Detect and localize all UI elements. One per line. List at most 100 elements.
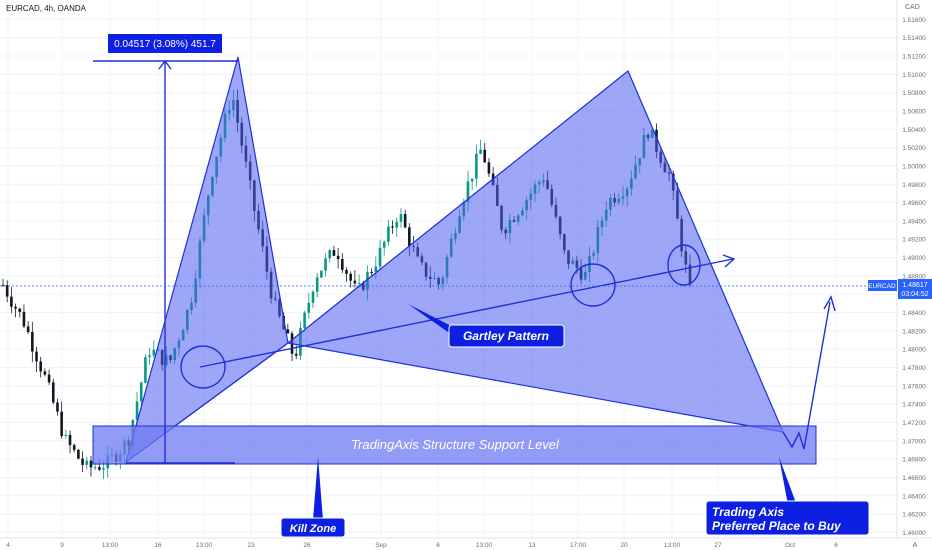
candle-body [56, 402, 59, 412]
candle-body [408, 227, 411, 247]
candle-body [152, 349, 156, 356]
candle-body [294, 353, 298, 356]
measure-label: 0.04517 (3.08%) 451.7 [114, 39, 216, 50]
price-tick-label: 1.50600 [902, 108, 926, 115]
price-scale[interactable]: 1.51600 1.51400 1.51200 1.51000 1.50800 1.506… [896, 0, 932, 538]
candle-body [307, 302, 311, 313]
candle-body [64, 434, 68, 436]
candle-body [328, 250, 332, 259]
price-tick-label: 1.47400 [902, 402, 926, 409]
time-label: 26 [303, 542, 311, 549]
time-axis[interactable]: 4 9 13:00 16 13:00 23 26 Sep 6 13:00 13 17:00 20 13:0… [0, 537, 932, 550]
candle-body [31, 332, 34, 352]
candle-body [470, 178, 474, 182]
candle-body [135, 401, 139, 420]
time-labels: 4 9 13:00 16 13:00 23 26 Sep 6 13:00 13 17:00 20 13:0… [6, 542, 838, 549]
kill-zone-pointer [313, 457, 323, 520]
candle-body [39, 361, 43, 372]
last-price-label: 1.48617 [902, 282, 927, 289]
support-label: TradingAxis Structure Support Level [351, 437, 560, 452]
measure-label-box [108, 34, 222, 53]
price-tick-label: 1.51400 [902, 35, 926, 42]
price-tick-label: 1.47800 [902, 365, 926, 372]
candle-body [466, 181, 470, 202]
buy-label-box [705, 500, 870, 536]
trend-arrow-icon [722, 254, 736, 268]
candle-body [475, 153, 478, 179]
candle-body [382, 241, 386, 248]
time-label: 6 [436, 542, 440, 549]
candle-body [22, 311, 26, 327]
price-tick-label: 1.49600 [902, 200, 926, 207]
candle-body [387, 226, 390, 242]
price-tick-label: 1.46600 [902, 475, 926, 482]
candle-body [303, 312, 306, 328]
candle-body [315, 277, 319, 292]
trend-line[interactable] [199, 258, 734, 368]
projected-path[interactable] [782, 301, 831, 450]
candle-body [1, 285, 5, 287]
time-label: 23 [247, 542, 255, 549]
price-tick-label: 1.50200 [902, 145, 926, 152]
candle-body [357, 283, 361, 285]
kill-zone-box [280, 517, 346, 538]
candle-body [47, 374, 51, 383]
price-range-measure[interactable]: 0.04517 (3.08%) 451.7 [93, 34, 238, 464]
price-scale-background [897, 0, 932, 538]
price-tick-label: 1.50400 [902, 127, 926, 134]
candle-body [399, 214, 403, 222]
candle-body [77, 449, 80, 459]
buy-label-line1: Trading Axis [712, 505, 784, 519]
price-tick-label: 1.47200 [902, 420, 926, 427]
candle-body [148, 355, 151, 358]
price-tick-label: 1.46400 [902, 493, 926, 500]
time-label: 27 [714, 542, 722, 549]
price-tick-label: 1.48200 [902, 328, 926, 335]
highlight-circle-left[interactable] [180, 345, 226, 389]
candle-body [286, 329, 290, 334]
auto-scale-label[interactable]: A [913, 542, 918, 549]
candle-body [391, 226, 394, 228]
time-label: 9 [60, 542, 64, 549]
price-tick-label: 1.47000 [902, 438, 926, 445]
time-label: 13:00 [476, 542, 493, 549]
buy-pointer [779, 457, 796, 505]
candle-body [68, 434, 72, 446]
candle-body [89, 460, 93, 468]
candle-body [370, 271, 373, 273]
gartley-pattern[interactable] [124, 56, 784, 464]
candle-body [403, 214, 407, 228]
countdown-label: 03:04:52 [901, 291, 928, 298]
highlight-circle-middle[interactable] [570, 263, 616, 307]
candle-body [26, 326, 30, 333]
candle-body [93, 467, 97, 469]
support-zone[interactable] [92, 425, 817, 465]
last-price-tag [898, 279, 932, 299]
time-label: 13:00 [196, 542, 213, 549]
candle-body [14, 306, 17, 309]
candle-body [349, 273, 352, 281]
candle-body [102, 468, 105, 470]
time-label: 6 [834, 542, 838, 549]
candle-body [81, 458, 84, 465]
symbol-title: EURCAD, 4h, OANDA [6, 4, 87, 13]
price-tick-label: 1.47600 [902, 383, 926, 390]
candle-body [10, 296, 13, 307]
candle-body [5, 285, 9, 297]
time-label: Sep [375, 542, 387, 549]
time-label: 4 [6, 542, 10, 549]
highlight-circle-right[interactable] [667, 244, 701, 286]
pattern-right-triangle[interactable] [286, 70, 784, 433]
candle-body [311, 291, 315, 303]
kill-zone-label: Kill Zone [290, 523, 336, 535]
price-ticks: 1.51600 1.51400 1.51200 1.51000 1.50800 1.506… [902, 17, 926, 537]
price-tick-label: 1.50800 [902, 90, 926, 97]
price-tick-label: 1.48800 [902, 273, 926, 280]
candle-body [320, 270, 323, 278]
candle-body [479, 149, 482, 154]
measure-arrow-icon [158, 59, 172, 70]
gartley-label: Gartley Pattern [463, 329, 549, 343]
candle-body [345, 269, 348, 274]
price-tick-label: 1.50000 [902, 163, 926, 170]
